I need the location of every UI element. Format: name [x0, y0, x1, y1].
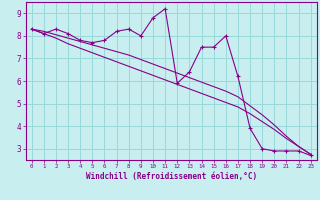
X-axis label: Windchill (Refroidissement éolien,°C): Windchill (Refroidissement éolien,°C) [86, 172, 257, 181]
